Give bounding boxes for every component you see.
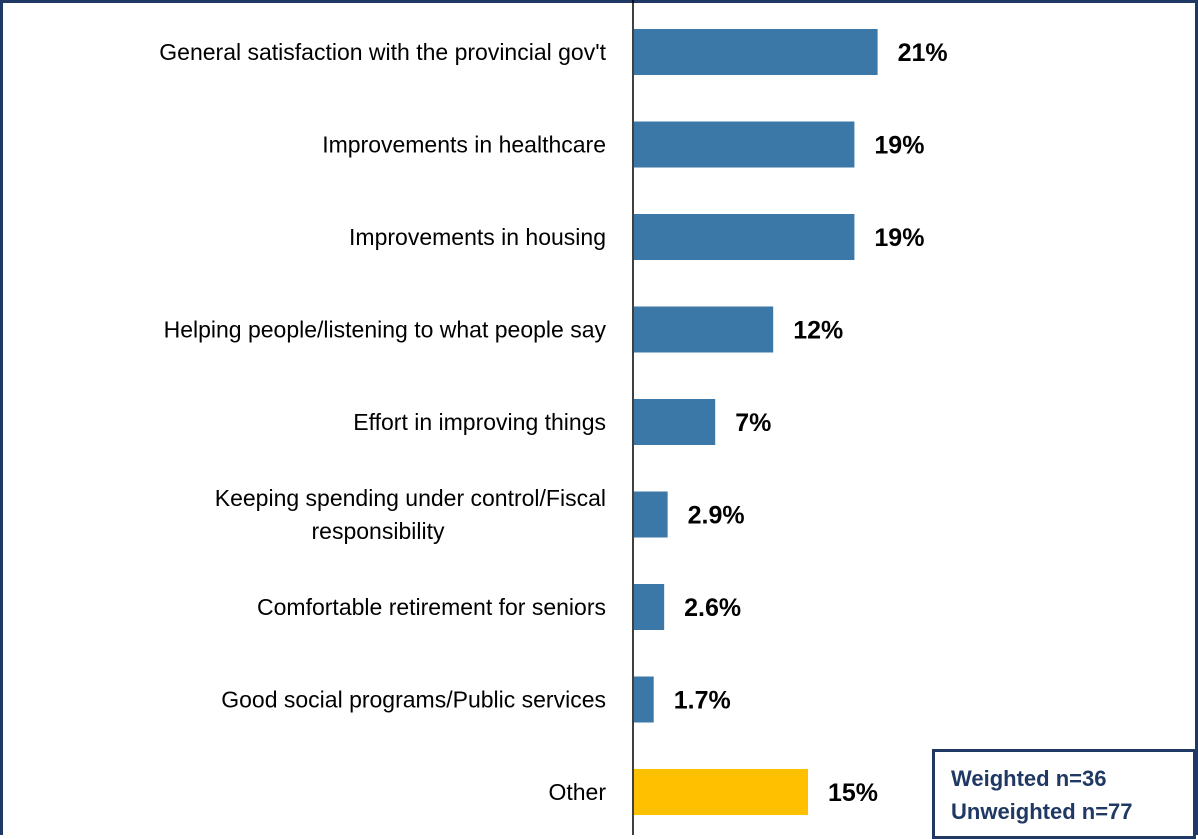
bar-8: [634, 769, 808, 815]
category-label-6: Comfortable retirement for seniors: [257, 594, 606, 620]
unweighted-sample-text: Unweighted n=77: [951, 799, 1133, 824]
category-label-2: Improvements in housing: [349, 224, 606, 250]
value-label-0: 21%: [898, 39, 948, 67]
bar-2: [634, 214, 855, 260]
bar-1: [634, 121, 855, 168]
value-label-7: 1.7%: [674, 687, 731, 715]
value-labels-group: 21% 19% 19% 12% 7% 2.9% 2.6% 1.7% 15%: [674, 39, 948, 807]
sample-size-box: Weighted n=36 Unweighted n=77: [932, 749, 1196, 839]
value-label-4: 7%: [735, 409, 771, 437]
bars-group: [634, 29, 878, 815]
value-label-8: 15%: [828, 779, 878, 807]
value-label-1: 19%: [874, 132, 924, 160]
category-label-3: Helping people/listening to what people …: [164, 317, 607, 343]
bar-0: [634, 29, 878, 75]
bar-4: [634, 399, 716, 445]
category-label-5-line-0: Keeping spending under control/Fiscal: [215, 485, 606, 511]
bar-3: [634, 306, 774, 353]
weighted-sample-text: Weighted n=36: [951, 766, 1107, 791]
value-label-5: 2.9%: [688, 502, 745, 530]
category-label-5-line-1: responsibility: [312, 518, 445, 544]
category-label-7: Good social programs/Public services: [221, 687, 606, 713]
value-label-2: 19%: [874, 224, 924, 252]
value-label-3: 12%: [793, 317, 843, 345]
category-labels-group: General satisfaction with the provincial…: [159, 39, 606, 805]
category-label-8: Other: [548, 779, 606, 805]
category-label-1: Improvements in healthcare: [322, 132, 606, 158]
bar-7: [634, 676, 654, 723]
bar-6: [634, 584, 665, 630]
category-label-0: General satisfaction with the provincial…: [159, 39, 606, 65]
value-label-6: 2.6%: [684, 594, 741, 622]
bar-5: [634, 491, 668, 538]
category-label-4: Effort in improving things: [353, 409, 606, 435]
